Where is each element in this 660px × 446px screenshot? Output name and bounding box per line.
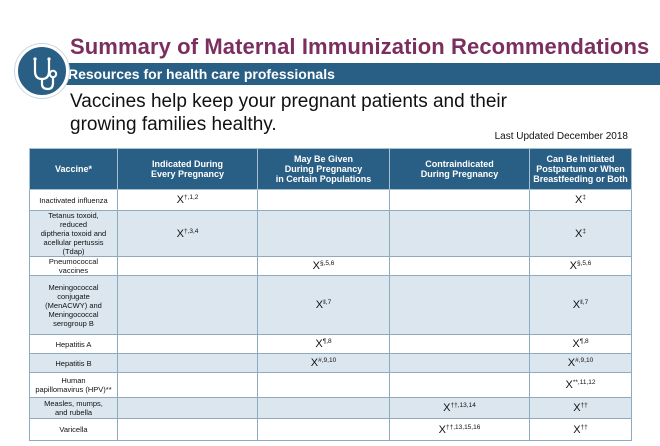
vaccine-name: Hepatitis A — [29, 334, 118, 354]
cell-postpartum: X‡ — [529, 189, 632, 211]
cell-postpartum: X‖,7 — [529, 275, 632, 335]
cell-postpartum: X‡ — [529, 210, 632, 257]
recommendation-mark: X¶,8 — [572, 338, 589, 350]
recommendation-mark: X‖,7 — [315, 299, 332, 311]
cell-certain-populations: X‖,7 — [257, 275, 390, 335]
cell-every-pregnancy — [117, 256, 258, 276]
subtitle: Resources for health care professionals — [68, 66, 335, 82]
cell-every-pregnancy: X†,1,2 — [117, 189, 258, 211]
cell-every-pregnancy — [117, 353, 258, 373]
vaccine-name: Hepatitis B — [29, 353, 118, 373]
cell-contraindicated: X††,13,15,16 — [389, 418, 530, 441]
cell-certain-populations — [257, 372, 390, 398]
cell-certain-populations — [257, 210, 390, 257]
header-postpartum: Can Be Initiated Postpartum or When Breast… — [529, 148, 632, 190]
cell-certain-populations: X¶,8 — [257, 334, 390, 354]
cell-contraindicated — [389, 256, 530, 276]
table-row: Human papillomavirus (HPV)** X**,11,12 — [29, 372, 632, 398]
cell-postpartum: X**,11,12 — [529, 372, 632, 398]
vaccine-name: Varicella — [29, 418, 118, 441]
intro-line: growing families healthy. — [70, 114, 277, 135]
recommendation-mark: X†,1,2 — [176, 194, 199, 206]
recommendation-mark: X‡ — [575, 227, 586, 240]
table-row: Hepatitis A X¶,8 X¶,8 — [29, 334, 632, 354]
cell-postpartum: X§,5,6 — [529, 256, 632, 276]
cell-every-pregnancy — [117, 397, 258, 419]
recommendation-mark: X††,13,14 — [443, 402, 476, 414]
table-row: Meningococcal conjugate (MenACWY) and Menin… — [29, 275, 632, 335]
table-row: Hepatitis B X#,9,10 X#,9,10 — [29, 353, 632, 373]
table-row: Tetanus toxoid, reduced diptheria toxoid … — [29, 210, 632, 257]
recommendation-mark: X†,3,4 — [176, 227, 199, 240]
cell-postpartum: X¶,8 — [529, 334, 632, 354]
immunization-table: Vaccine* Indicated During Every Pregnancy M… — [29, 148, 632, 441]
stethoscope-icon — [15, 44, 69, 98]
cell-postpartum: X†† — [529, 397, 632, 419]
cell-contraindicated — [389, 189, 530, 211]
vaccine-name: Human papillomavirus (HPV)** — [29, 372, 118, 398]
cell-contraindicated — [389, 210, 530, 257]
recommendation-mark: X‡ — [575, 194, 586, 206]
header-contraindicated: Contraindicated During Pregnancy — [389, 148, 530, 190]
cell-every-pregnancy — [117, 418, 258, 441]
intro-text: Vaccines help keep your pregnant patient… — [70, 90, 570, 136]
header-indicated-every-pregnancy: Indicated During Every Pregnancy — [117, 148, 258, 190]
vaccine-name: Meningococcal conjugate (MenACWY) and Menin… — [29, 275, 118, 335]
recommendation-mark: X#,9,10 — [310, 357, 337, 369]
page-title: Summary of Maternal Immunization Recomme… — [70, 34, 650, 59]
header-vaccine: Vaccine* — [29, 148, 118, 190]
recommendation-mark: X†† — [573, 402, 588, 414]
intro-line: Vaccines help keep your pregnant patient… — [70, 91, 507, 112]
recommendation-mark: X¶,8 — [315, 338, 332, 350]
cell-postpartum: X#,9,10 — [529, 353, 632, 373]
recommendation-mark: X§,5,6 — [569, 260, 592, 272]
cell-certain-populations: X§,5,6 — [257, 256, 390, 276]
recommendation-mark: X**,11,12 — [565, 379, 596, 391]
cell-certain-populations — [257, 189, 390, 211]
table-row: Inactivated influenza X†,1,2 X‡ — [29, 189, 632, 211]
header-may-be-given: May Be Given During Pregnancy in Certain P… — [257, 148, 390, 190]
cell-every-pregnancy — [117, 372, 258, 398]
cell-contraindicated: X††,13,14 — [389, 397, 530, 419]
cell-every-pregnancy: X†,3,4 — [117, 210, 258, 257]
cell-certain-populations — [257, 418, 390, 441]
table-header-row: Vaccine* Indicated During Every Pregnancy M… — [29, 148, 632, 190]
recommendation-mark: X‖,7 — [572, 299, 589, 311]
cell-contraindicated — [389, 334, 530, 354]
cell-every-pregnancy — [117, 275, 258, 335]
vaccine-name: Pneumococcal vaccines — [29, 256, 118, 276]
last-updated: Last Updated December 2018 — [494, 131, 628, 142]
cell-contraindicated — [389, 275, 530, 335]
recommendation-mark: X§,5,6 — [312, 260, 335, 272]
vaccine-name: Measles, mumps, and rubella — [29, 397, 118, 419]
cell-certain-populations: X#,9,10 — [257, 353, 390, 373]
recommendation-mark: X††,13,15,16 — [438, 423, 481, 436]
cell-contraindicated — [389, 353, 530, 373]
cell-certain-populations — [257, 397, 390, 419]
cell-postpartum: X†† — [529, 418, 632, 441]
cell-every-pregnancy — [117, 334, 258, 354]
recommendation-mark: X#,9,10 — [567, 357, 594, 369]
table-row: Measles, mumps, and rubella X††,13,14 X†† — [29, 397, 632, 419]
recommendation-mark: X†† — [573, 423, 588, 436]
table-row: Varicella X††,13,15,16 X†† — [29, 418, 632, 441]
cell-contraindicated — [389, 372, 530, 398]
vaccine-name: Tetanus toxoid, reduced diptheria toxoid … — [29, 210, 118, 257]
vaccine-name: Inactivated influenza — [29, 189, 118, 211]
subtitle-bar: Resources for health care professionals — [40, 63, 660, 85]
table-row: Pneumococcal vaccines X§,5,6 X§,5,6 — [29, 256, 632, 276]
